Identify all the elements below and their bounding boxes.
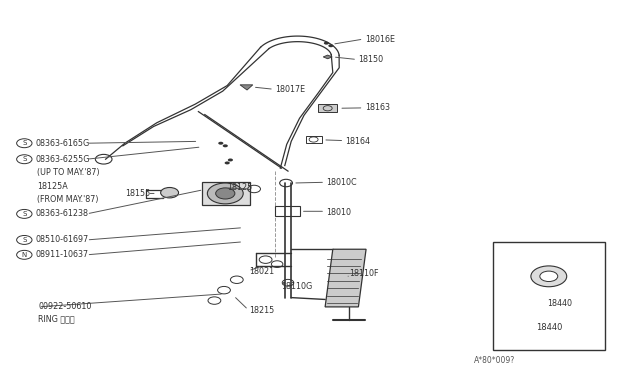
Bar bbox=[318, 104, 337, 112]
Text: S: S bbox=[22, 140, 26, 146]
Text: 00922-50610: 00922-50610 bbox=[38, 302, 92, 311]
Text: RING リング: RING リング bbox=[38, 314, 75, 323]
Text: 08911-10637: 08911-10637 bbox=[36, 250, 89, 259]
Bar bbox=[306, 136, 322, 143]
Circle shape bbox=[218, 142, 223, 145]
Text: 18155: 18155 bbox=[125, 189, 150, 198]
Text: A*80*009?: A*80*009? bbox=[474, 356, 515, 365]
Text: (UP TO MAY.'87): (UP TO MAY.'87) bbox=[37, 169, 100, 177]
Text: S: S bbox=[22, 237, 26, 243]
Text: 18215: 18215 bbox=[250, 306, 275, 315]
Circle shape bbox=[324, 42, 329, 45]
Text: S: S bbox=[22, 156, 26, 162]
Text: 18010: 18010 bbox=[326, 208, 351, 217]
Circle shape bbox=[228, 158, 233, 161]
Circle shape bbox=[328, 44, 333, 47]
Text: 08363-61238: 08363-61238 bbox=[36, 209, 89, 218]
Bar bbox=[202, 182, 250, 205]
Circle shape bbox=[207, 183, 243, 204]
Polygon shape bbox=[325, 249, 366, 307]
Circle shape bbox=[531, 266, 567, 287]
Text: 18021: 18021 bbox=[250, 267, 275, 276]
Text: 18125A: 18125A bbox=[37, 182, 68, 190]
Circle shape bbox=[223, 144, 228, 147]
Text: 18164: 18164 bbox=[346, 137, 371, 146]
Text: 18150: 18150 bbox=[358, 55, 383, 64]
Text: 08363-6165G: 08363-6165G bbox=[36, 139, 90, 148]
Bar bbox=[275, 206, 300, 216]
Text: 18110F: 18110F bbox=[349, 269, 378, 278]
Text: 18016E: 18016E bbox=[365, 35, 395, 44]
Text: 18010C: 18010C bbox=[326, 178, 357, 187]
Text: 18110G: 18110G bbox=[282, 282, 313, 291]
Text: 18440: 18440 bbox=[547, 299, 572, 308]
Bar bbox=[493, 242, 605, 350]
Text: N: N bbox=[22, 252, 27, 258]
Text: 18163: 18163 bbox=[365, 103, 390, 112]
Polygon shape bbox=[240, 85, 253, 90]
Text: (FROM MAY.'87): (FROM MAY.'87) bbox=[37, 195, 99, 203]
Text: 18440: 18440 bbox=[536, 323, 562, 332]
Circle shape bbox=[216, 188, 235, 199]
Circle shape bbox=[540, 271, 558, 282]
Circle shape bbox=[225, 161, 230, 164]
Text: S: S bbox=[22, 211, 26, 217]
Polygon shape bbox=[323, 55, 332, 59]
Text: 08510-61697: 08510-61697 bbox=[36, 235, 89, 244]
Text: 18125: 18125 bbox=[227, 183, 252, 192]
Text: 08363-6255G: 08363-6255G bbox=[36, 155, 90, 164]
Text: 18017E: 18017E bbox=[275, 85, 305, 94]
Circle shape bbox=[161, 187, 179, 198]
